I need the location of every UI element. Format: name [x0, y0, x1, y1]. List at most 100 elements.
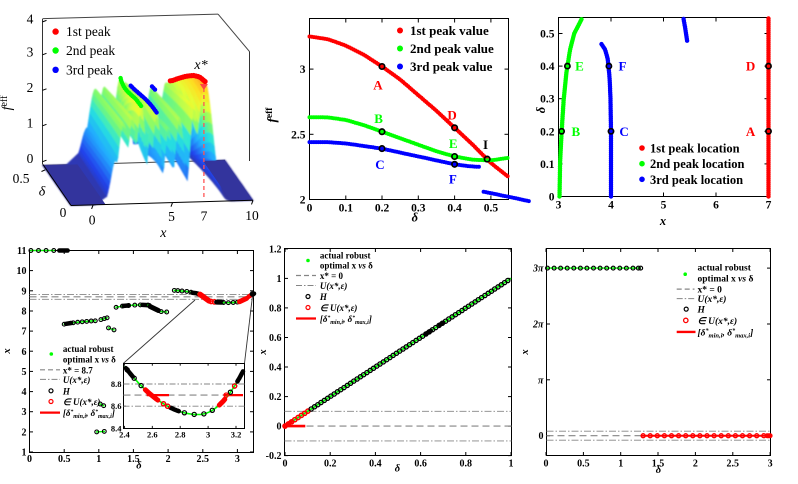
svg-text:3π: 3π	[532, 264, 544, 275]
svg-text:1: 1	[277, 274, 282, 285]
svg-text:0: 0	[27, 454, 32, 465]
svg-text:0: 0	[283, 459, 288, 470]
svg-text:2: 2	[27, 80, 34, 95]
svg-text:8.8: 8.8	[111, 379, 122, 389]
svg-text:∈ U(x*,ε): ∈ U(x*,ε)	[63, 397, 101, 407]
svg-text:0.2: 0.2	[269, 392, 282, 403]
svg-text:x*: x*	[193, 58, 207, 73]
svg-text:δ: δ	[39, 185, 46, 200]
svg-text:0.4: 0.4	[269, 363, 282, 374]
svg-text:2nd peak location: 2nd peak location	[650, 157, 745, 171]
svg-text:0.8: 0.8	[460, 459, 473, 470]
svg-text:0.5: 0.5	[58, 454, 71, 465]
svg-text:0: 0	[89, 212, 96, 227]
svg-text:C: C	[619, 124, 628, 139]
svg-text:δ: δ	[412, 211, 419, 225]
svg-text:1: 1	[27, 115, 34, 130]
svg-text:0.5: 0.5	[484, 203, 499, 215]
svg-text:5: 5	[661, 200, 667, 212]
svg-text:8.4: 8.4	[111, 423, 122, 433]
svg-text:δ: δ	[534, 106, 548, 113]
svg-text:4: 4	[22, 387, 27, 398]
svg-text:2.5: 2.5	[727, 459, 740, 470]
svg-text:2: 2	[300, 195, 306, 207]
svg-text:2.5: 2.5	[197, 454, 210, 465]
svg-text:3: 3	[300, 64, 306, 76]
svg-text:H: H	[319, 292, 328, 302]
svg-text:2nd peak: 2nd peak	[66, 43, 115, 58]
svg-text:actual robust: actual robust	[63, 344, 114, 354]
svg-text:1.2: 1.2	[269, 244, 282, 255]
svg-text:6: 6	[713, 200, 719, 212]
svg-text:8: 8	[22, 307, 27, 318]
svg-text:F: F	[619, 59, 627, 74]
svg-text:1st peak location: 1st peak location	[650, 142, 740, 156]
svg-text:3: 3	[206, 429, 210, 439]
svg-text:0: 0	[307, 203, 313, 215]
svg-text:0.4: 0.4	[540, 61, 555, 73]
svg-text:x: x	[520, 349, 531, 355]
svg-text:0.8: 0.8	[269, 303, 282, 314]
svg-text:2.5: 2.5	[291, 129, 306, 141]
svg-text:0: 0	[60, 205, 67, 220]
svg-text:6: 6	[22, 347, 27, 358]
svg-text:-0.2: -0.2	[266, 451, 282, 462]
svg-text:B: B	[374, 111, 383, 126]
svg-text:0.5: 0.5	[540, 29, 555, 41]
svg-text:1: 1	[618, 459, 623, 470]
svg-text:7: 7	[201, 209, 208, 224]
svg-text:11: 11	[17, 246, 26, 257]
svg-text:x: x	[159, 226, 167, 241]
svg-text:optimal x vs δ: optimal x vs δ	[63, 355, 116, 365]
svg-text:3: 3	[768, 459, 773, 470]
svg-text:3: 3	[22, 407, 27, 418]
svg-text:2: 2	[166, 454, 171, 465]
svg-text:3.2: 3.2	[231, 429, 242, 439]
svg-text:7: 7	[22, 327, 27, 338]
svg-text:1st peak: 1st peak	[66, 24, 111, 39]
svg-text:0.3: 0.3	[540, 94, 555, 106]
svg-text:1: 1	[96, 454, 101, 465]
svg-text:9: 9	[22, 286, 27, 297]
svg-text:0.1: 0.1	[540, 159, 555, 171]
svg-text:x* = 0: x* = 0	[698, 286, 723, 296]
svg-text:x* = 8.7: x* = 8.7	[63, 365, 93, 375]
svg-text:δ: δ	[395, 464, 401, 475]
svg-text:1: 1	[509, 459, 514, 470]
svg-text:0.2: 0.2	[324, 459, 337, 470]
svg-text:δ: δ	[656, 465, 662, 476]
svg-text:0.6: 0.6	[414, 459, 427, 470]
svg-text:0: 0	[27, 151, 34, 166]
svg-text:0: 0	[539, 431, 544, 442]
svg-text:10: 10	[17, 266, 27, 277]
svg-text:2nd peak value: 2nd peak value	[410, 41, 494, 56]
svg-text:E: E	[575, 59, 584, 74]
svg-text:actual robust: actual robust	[698, 264, 752, 274]
svg-text:4: 4	[27, 11, 34, 26]
svg-text:x* = 0: x* = 0	[320, 271, 344, 281]
svg-text:I: I	[483, 137, 488, 152]
svg-text:3rd peak: 3rd peak	[66, 62, 113, 77]
svg-text:∈ U(x*,ε): ∈ U(x*,ε)	[698, 316, 738, 327]
svg-text:7: 7	[766, 200, 772, 212]
svg-text:F: F	[449, 172, 457, 187]
svg-text:U(x*,ε): U(x*,ε)	[320, 281, 347, 291]
svg-text:D: D	[447, 108, 456, 123]
svg-text:2π: 2π	[532, 320, 544, 331]
svg-text:A: A	[746, 124, 756, 139]
svg-text:0.4: 0.4	[447, 203, 462, 215]
svg-text:optimal x vs δ: optimal x vs δ	[320, 261, 373, 271]
svg-text:5: 5	[168, 209, 175, 224]
svg-text:4: 4	[608, 200, 614, 212]
svg-text:3: 3	[556, 200, 562, 212]
svg-text:2.8: 2.8	[175, 429, 186, 439]
svg-text:0.4: 0.4	[369, 459, 382, 470]
svg-text:A: A	[373, 78, 383, 93]
svg-text:2: 2	[693, 459, 698, 470]
svg-text:actual robust: actual robust	[320, 251, 371, 261]
svg-text:x: x	[2, 348, 13, 354]
svg-text:π: π	[538, 375, 544, 386]
svg-text:optimal x vs δ: optimal x vs δ	[698, 275, 754, 285]
svg-text:H: H	[697, 306, 706, 316]
svg-text:1st peak value: 1st peak value	[410, 23, 489, 38]
